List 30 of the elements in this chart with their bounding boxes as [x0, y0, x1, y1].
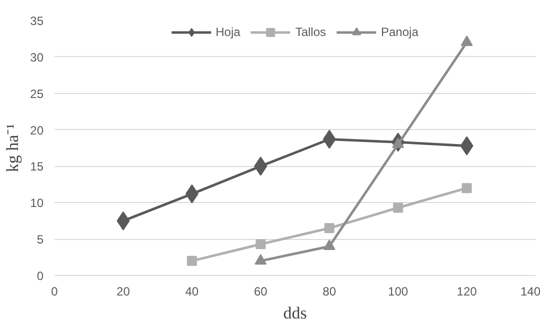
- legend-label: Tallos: [295, 25, 326, 39]
- x-tick-label: 100: [388, 284, 408, 298]
- y-tick-label: 0: [36, 269, 44, 283]
- legend-label: Panoja: [381, 25, 418, 39]
- point: [254, 254, 267, 265]
- point: [460, 36, 473, 46]
- x-tick-label: 20: [116, 284, 130, 298]
- point: [186, 256, 197, 266]
- point: [393, 202, 404, 213]
- x-tick-label: 60: [254, 284, 268, 298]
- y-tick-label: 25: [30, 86, 44, 101]
- point: [323, 240, 336, 250]
- point: [392, 138, 404, 148]
- y-tick-label: 15: [30, 160, 44, 174]
- legend-label: Hoja: [216, 25, 240, 39]
- x-tick-label: 80: [322, 284, 336, 298]
- y-axis-title: kg ha⁻¹: [3, 124, 22, 172]
- x-tick-label: 140: [520, 284, 541, 298]
- point: [256, 239, 266, 250]
- y-tick-label: 30: [30, 50, 44, 64]
- point: [324, 223, 334, 234]
- y-tick-label: 5: [36, 232, 44, 247]
- y-tick-label: 35: [30, 14, 44, 28]
- x-tick-label: 120: [456, 284, 478, 298]
- x-axis-title: dds: [283, 304, 307, 322]
- x-tick-label: 0: [51, 284, 58, 298]
- y-tick-label: 10: [30, 196, 44, 210]
- x-tick-label: 40: [185, 284, 199, 298]
- y-tick-label: 20: [30, 123, 44, 138]
- point: [462, 183, 472, 194]
